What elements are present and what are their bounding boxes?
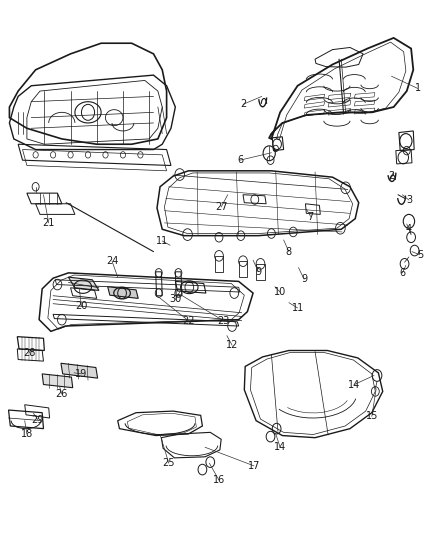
Text: 14: 14: [348, 379, 360, 390]
Text: 2: 2: [389, 171, 395, 181]
Polygon shape: [108, 287, 138, 298]
Text: 11: 11: [291, 303, 304, 313]
Text: 10: 10: [274, 287, 286, 297]
Polygon shape: [42, 374, 73, 387]
Text: 19: 19: [75, 369, 88, 379]
Text: 15: 15: [366, 411, 378, 422]
Text: 25: 25: [162, 458, 175, 468]
Text: 5: 5: [417, 250, 423, 260]
Text: 3: 3: [406, 195, 412, 205]
Text: 4: 4: [406, 224, 412, 235]
Text: 18: 18: [21, 429, 33, 439]
Text: 9: 9: [301, 274, 307, 284]
Text: 17: 17: [248, 461, 260, 471]
Text: 22: 22: [182, 316, 194, 326]
Text: 28: 28: [23, 348, 35, 358]
Text: 6: 6: [237, 155, 243, 165]
Polygon shape: [61, 364, 98, 378]
Text: 11: 11: [156, 236, 168, 246]
Text: 8: 8: [286, 247, 292, 256]
Text: 24: 24: [106, 256, 118, 266]
Text: 14: 14: [274, 442, 286, 452]
Text: 2: 2: [240, 99, 246, 109]
Text: 27: 27: [215, 202, 227, 212]
Text: 7: 7: [307, 212, 314, 222]
Text: 29: 29: [32, 415, 44, 425]
Text: 20: 20: [75, 301, 88, 311]
Text: 26: 26: [56, 389, 68, 399]
Text: 23: 23: [217, 316, 230, 326]
Text: 21: 21: [42, 218, 55, 228]
Text: 16: 16: [213, 475, 225, 485]
Text: 12: 12: [226, 340, 238, 350]
Text: 30: 30: [169, 294, 181, 304]
Text: 1: 1: [415, 83, 421, 93]
Polygon shape: [68, 277, 99, 290]
Text: 9: 9: [255, 267, 261, 277]
Text: 6: 6: [399, 268, 406, 278]
